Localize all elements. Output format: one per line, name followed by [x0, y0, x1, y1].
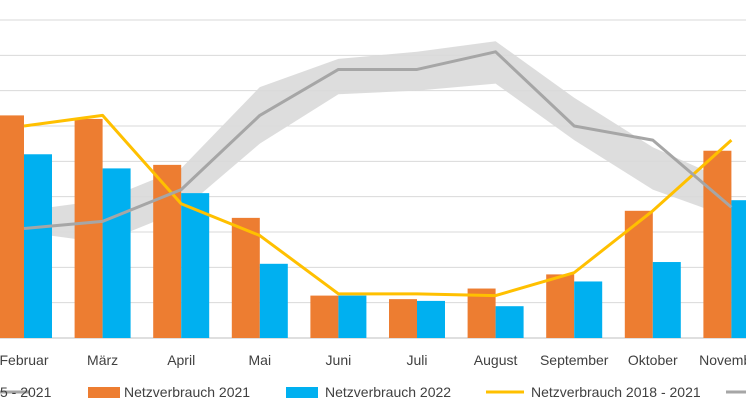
bar-series: [0, 115, 746, 339]
x-tick-label: September: [540, 352, 609, 368]
bar-2021-november: [703, 150, 732, 338]
bar-2022-oktober: [652, 262, 681, 338]
legend: 5 - 2021 Netzverbrauch 2021 Netzverbrauch …: [0, 384, 746, 400]
x-tick-label: Februar: [0, 352, 49, 368]
bar-2021-oktober: [624, 210, 653, 338]
x-tick-label: Mai: [249, 352, 272, 368]
bar-2022-august: [495, 306, 524, 338]
legend-label: Netzverbrauch 2022: [325, 384, 451, 400]
x-tick-label: März: [87, 352, 118, 368]
range-band-area: [24, 41, 732, 243]
x-tick-label: Juni: [326, 352, 352, 368]
bar-2022-november: [731, 200, 746, 338]
legend-label: 5 - 2021: [0, 384, 52, 400]
bar-2021-september: [546, 274, 575, 338]
legend-swatch: [286, 387, 318, 398]
x-tick-label: April: [167, 352, 195, 368]
x-axis: Februar März April Mai Juni Juli August Septemb…: [0, 352, 746, 368]
legend-swatch: [88, 387, 120, 398]
bar-2021-juli: [389, 299, 417, 338]
bar-2022-april: [181, 193, 210, 338]
x-tick-label: Juli: [406, 352, 427, 368]
bar-2022-september: [574, 281, 603, 338]
line-netzverbrauch-2018-2021: [23, 113, 733, 298]
bar-2022-februar: [24, 154, 52, 338]
bar-2022-märz: [102, 168, 131, 338]
line-5-2021: [23, 50, 733, 230]
bar-2022-juni: [338, 295, 367, 338]
range-band: [24, 41, 732, 243]
bar-2021-märz: [74, 118, 103, 338]
bar-2022-juli: [417, 300, 445, 338]
legend-label: Netzverbrauch 2018 - 2021: [531, 384, 701, 400]
legend-label: Netzverbrauch 2021: [124, 384, 250, 400]
line-series: [23, 50, 733, 298]
bar-2021-juni: [310, 295, 339, 338]
bar-2022-mai: [259, 263, 288, 338]
x-tick-label: August: [474, 352, 518, 368]
x-tick-label: November: [699, 352, 746, 368]
bar-2021-februar: [0, 115, 24, 339]
x-tick-label: Oktober: [628, 352, 678, 368]
bar-2021-mai: [231, 217, 260, 338]
